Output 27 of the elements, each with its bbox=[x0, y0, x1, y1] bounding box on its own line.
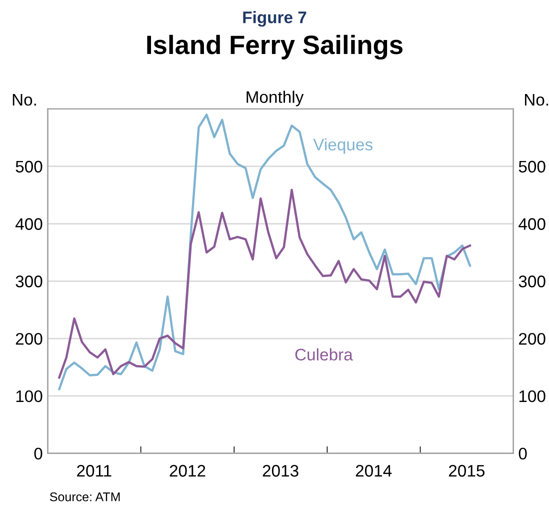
y2-axis-title: No. bbox=[524, 94, 548, 106]
y2-tick-label: 100 bbox=[519, 390, 546, 402]
chart-title: Island Ferry Sailings bbox=[147, 34, 402, 60]
y-axis-title: No. bbox=[12, 94, 36, 106]
y-tick-label: 100 bbox=[16, 390, 42, 402]
y-tick-label: 400 bbox=[15, 218, 42, 230]
text: Culebra bbox=[295, 348, 353, 361]
y-tick-label: 300 bbox=[16, 276, 42, 288]
caption: Figure 7 bbox=[243, 11, 306, 27]
source-note: Source: ATM bbox=[50, 492, 120, 502]
y-tick-label: 200 bbox=[16, 332, 42, 345]
line-series bbox=[58, 114, 472, 390]
x-tick-label: 2011 bbox=[77, 464, 112, 477]
y2-tick-label: 400 bbox=[518, 218, 546, 230]
line-series bbox=[58, 188, 472, 379]
x-tick-label: 2013 bbox=[262, 464, 298, 477]
y2-tick-label: 300 bbox=[518, 276, 546, 288]
y2-tick-label: 0 bbox=[518, 448, 527, 460]
x-tick-label: 2014 bbox=[356, 464, 392, 477]
series-label: Vieques bbox=[313, 138, 372, 154]
x-tick-label: 2015 bbox=[448, 464, 484, 477]
y-tick-label: 0 bbox=[34, 448, 42, 460]
x-tick-label: 2012 bbox=[170, 464, 206, 477]
y2-tick-label: 500 bbox=[518, 160, 546, 173]
y-tick-label: 500 bbox=[16, 160, 42, 173]
chart-subtitle: Monthly bbox=[246, 90, 304, 106]
y2-tick-label: 200 bbox=[519, 332, 546, 345]
